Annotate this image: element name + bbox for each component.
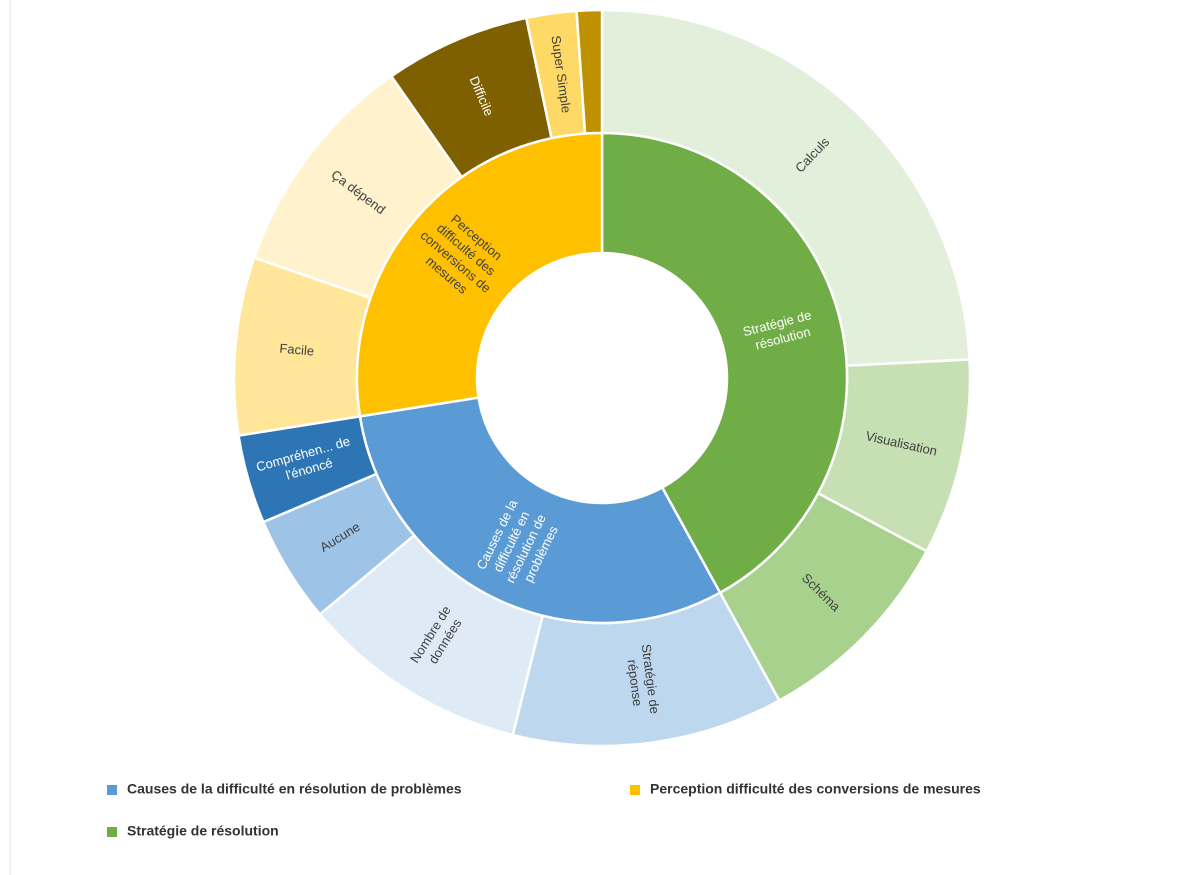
legend-label: Causes de la difficulté en résolution de… [127, 781, 462, 797]
legend-label: Perception difficulté des conversions de… [650, 781, 981, 797]
legend-label: Stratégie de résolution [127, 823, 279, 839]
legend-swatch [630, 785, 640, 795]
legend-swatch [107, 785, 117, 795]
inner-segment [600, 131, 849, 595]
inner-segment [355, 131, 604, 418]
label-line: Facile [279, 341, 315, 359]
inner-segment [358, 396, 722, 625]
legend-swatch [107, 827, 117, 837]
segment-label: Facile [279, 341, 315, 359]
label-line: réponse [624, 659, 645, 708]
